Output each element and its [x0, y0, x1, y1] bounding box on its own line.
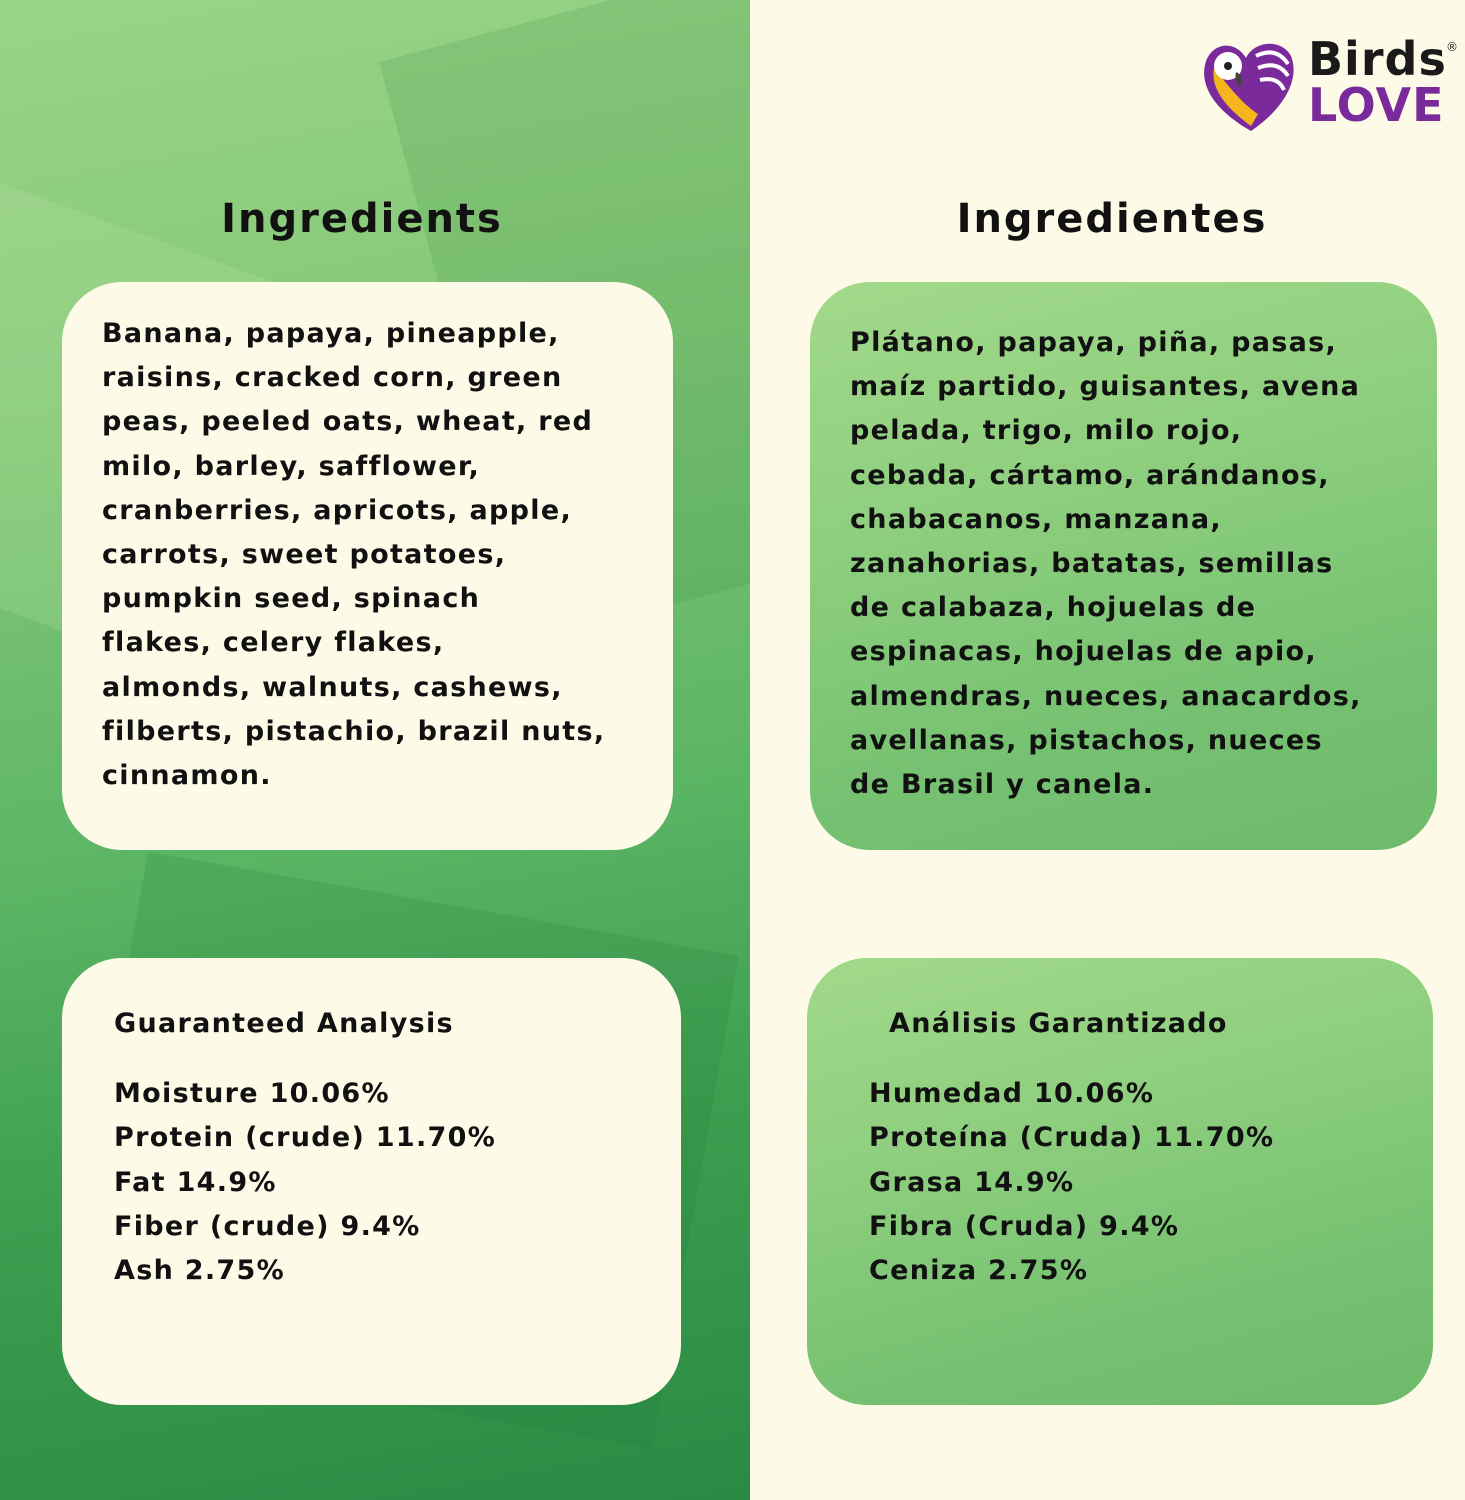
ingredient-line: cinnamon. — [102, 760, 272, 792]
ingredient-line: almendras, nueces, anacardos, — [850, 680, 1362, 712]
analysis-line: Fiber (crude) 9.4% — [114, 1210, 421, 1242]
parrot-heart-icon — [1204, 43, 1294, 131]
analysis-line: Humedad 10.06% — [869, 1078, 1155, 1110]
ingredient-line: cebada, cártamo, arándanos, — [850, 459, 1330, 491]
ingredient-line: filberts, pistachio, brazil nuts, — [102, 715, 606, 747]
analysis-line: Fat 14.9% — [114, 1166, 277, 1198]
ingredient-line: espinacas, hojuelas de apio, — [850, 636, 1317, 668]
ingredient-line: almonds, walnuts, cashews, — [102, 671, 563, 703]
ingredient-line: raisins, cracked corn, green — [102, 362, 563, 394]
ingredient-line: milo, barley, safflower, — [102, 450, 481, 482]
birds-love-logo: Birds LOVE ® — [1196, 32, 1458, 136]
logo-text-birds: Birds — [1308, 32, 1447, 86]
analysis-line: Protein (crude) 11.70% — [114, 1122, 497, 1154]
ingredients-card-en: Banana, papaya, pineapple, raisins, crac… — [62, 282, 673, 850]
ingredient-line: de calabaza, hojuelas de — [850, 592, 1257, 624]
ingredient-line: Plátano, papaya, piña, pasas, — [850, 327, 1338, 358]
ingredient-line: avellanas, pistachos, nueces — [850, 724, 1323, 756]
ingredient-line: Banana, papaya, pineapple, — [102, 318, 560, 349]
ingredients-heading-en: Ingredients — [221, 196, 503, 242]
analysis-line: Proteína (Cruda) 11.70% — [869, 1122, 1275, 1154]
analysis-line: Moisture 10.06% — [114, 1078, 390, 1110]
analysis-heading-es: Análisis Garantizado — [889, 1008, 1228, 1039]
ingredient-line: maíz partido, guisantes, avena — [850, 371, 1361, 403]
ingredients-card-es: Plátano, papaya, piña, pasas, maíz parti… — [810, 282, 1437, 850]
ingredient-line: pelada, trigo, milo rojo, — [850, 415, 1243, 447]
analysis-line: Ash 2.75% — [114, 1255, 285, 1287]
ingredient-line: chabacanos, manzana, — [850, 503, 1222, 535]
ingredient-line: cranberries, apricots, apple, — [102, 494, 573, 526]
analysis-heading-en: Guaranteed Analysis — [114, 1008, 454, 1039]
analysis-line: Fibra (Cruda) 9.4% — [869, 1210, 1180, 1242]
ingredients-heading-es: Ingredientes — [956, 196, 1268, 242]
ingredient-line: flakes, celery flakes, — [102, 627, 445, 659]
registered-mark: ® — [1446, 40, 1458, 54]
analysis-line: Grasa 14.9% — [869, 1166, 1075, 1198]
ingredient-line: carrots, sweet potatoes, — [102, 539, 507, 571]
analysis-card-en: Guaranteed Analysis Moisture 10.06% Prot… — [62, 958, 681, 1405]
analysis-line: Ceniza 2.75% — [869, 1255, 1089, 1287]
ingredient-line: de Brasil y canela. — [850, 769, 1155, 801]
ingredient-line: pumpkin seed, spinach — [102, 583, 481, 615]
ingredient-line: zanahorias, batatas, semillas — [850, 548, 1334, 580]
logo-text-love: LOVE — [1308, 78, 1445, 132]
analysis-card-es: Análisis Garantizado Humedad 10.06% Prot… — [807, 958, 1433, 1405]
ingredient-line: peas, peeled oats, wheat, red — [102, 406, 594, 438]
